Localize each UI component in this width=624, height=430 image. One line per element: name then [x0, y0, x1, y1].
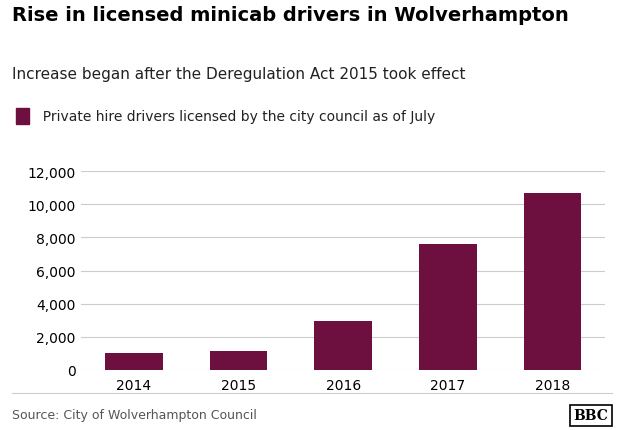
Bar — [105, 353, 162, 370]
Bar — [419, 245, 477, 370]
Text: BBC: BBC — [573, 408, 608, 422]
Bar — [524, 194, 582, 370]
Text: Increase began after the Deregulation Act 2015 took effect: Increase began after the Deregulation Ac… — [12, 67, 466, 82]
Bar — [210, 351, 267, 370]
Text: Rise in licensed minicab drivers in Wolverhampton: Rise in licensed minicab drivers in Wolv… — [12, 6, 569, 25]
Text: Source: City of Wolverhampton Council: Source: City of Wolverhampton Council — [12, 408, 257, 421]
Bar — [314, 321, 372, 370]
Text: Private hire drivers licensed by the city council as of July: Private hire drivers licensed by the cit… — [34, 110, 436, 123]
